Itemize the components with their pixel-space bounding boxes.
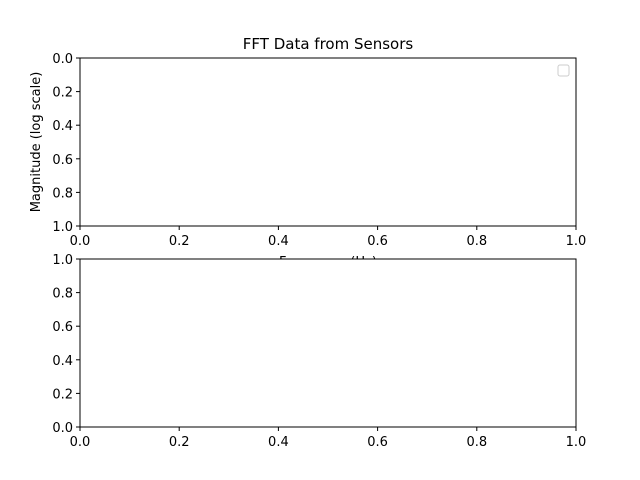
legend-box (557, 64, 570, 77)
top-y-tick-label: 0.6 (52, 153, 73, 168)
bottom-axes-background (80, 259, 576, 427)
chart-title: FFT Data from Sensors (243, 35, 414, 53)
y-axis-label: Magnitude (log scale) (29, 72, 44, 213)
top-y-tick-label: 0.0 (52, 52, 73, 67)
top-x-tick-label: 0.4 (268, 234, 289, 249)
top-axes-frame (79, 57, 577, 227)
top-x-tick-label: 0.8 (466, 234, 487, 249)
bottom-y-tick-label: 1.0 (52, 253, 73, 268)
bottom-x-tick-label: 0.4 (268, 435, 289, 450)
top-x-tick-label: 0.2 (169, 234, 190, 249)
bottom-x-tick-label: 1.0 (566, 435, 587, 450)
bottom-y-tick-label: 0.0 (52, 421, 73, 436)
bottom-y-tick-label: 0.4 (52, 354, 73, 369)
bottom-y-tick-label: 0.2 (52, 387, 73, 402)
bottom-x-tick-label: 0.8 (466, 435, 487, 450)
top-axes: FFT Data from Sensors Magnitude (log sca… (29, 35, 586, 270)
top-y-tick-label: 0.2 (52, 86, 73, 101)
top-axes-ticks: 0.0 0.2 0.4 0.6 0.8 1.00.00.20.40.60.81.0 (52, 52, 586, 249)
bottom-y-tick-label: 0.6 (52, 320, 73, 335)
top-x-tick-label: 0.6 (367, 234, 388, 249)
bottom-x-tick-label: 0.6 (367, 435, 388, 450)
bottom-x-tick-label: 0.2 (169, 435, 190, 450)
bottom-x-tick-label: 0.0 (70, 435, 91, 450)
top-y-tick-label: 0.8 (52, 186, 73, 201)
bottom-axes: 0.0 0.2 0.4 0.6 0.8 1.0 0.0 0.2 0.4 0.6 0.8 1.0 (52, 253, 586, 450)
top-x-tick-label: 0.0 (70, 234, 91, 249)
top-y-tick-label: 1.0 (52, 220, 73, 235)
bottom-y-tick-label: 0.8 (52, 287, 73, 302)
top-y-tick-label: 0.4 (52, 119, 73, 134)
top-x-tick-label: 1.0 (566, 234, 587, 249)
bottom-axes-frame (79, 258, 577, 428)
bottom-axes-ticks: 0.0 0.2 0.4 0.6 0.8 1.0 0.0 0.2 0.4 0.6 0.8 1.0 (52, 253, 586, 450)
